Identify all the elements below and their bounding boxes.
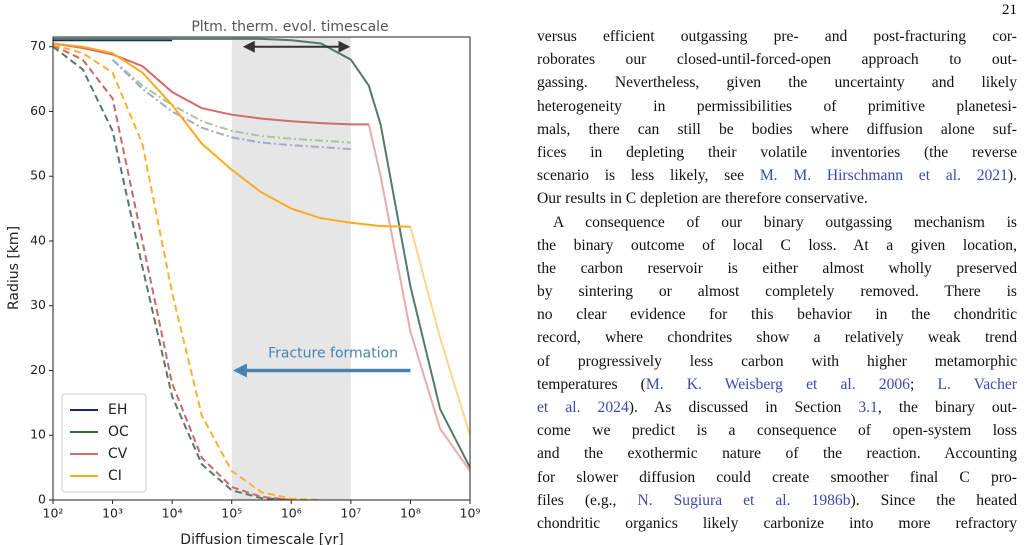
y-tick-label: 40 — [30, 232, 46, 247]
page-number: 21 — [1002, 2, 1017, 18]
y-tick-label: 20 — [30, 362, 46, 377]
text-span: heterogeneity in permissibilities of pri… — [537, 97, 1017, 115]
series-line — [53, 42, 369, 126]
text-column: versus efficient outgassing pre- and pos… — [537, 25, 1017, 535]
text-span: no clear evidence for this behavior in t… — [537, 306, 1017, 324]
text-line: roborates our closed-until-forced-open a… — [537, 48, 1017, 71]
text-line: versus efficient outgassing pre- and pos… — [537, 25, 1017, 48]
text-line: mals, there can still be bodies where di… — [537, 118, 1017, 141]
text-line: A consequence of our binary outgassing m… — [537, 211, 1017, 234]
citation-link[interactable]: M. K. Weisberg et al. 2006 — [645, 375, 910, 393]
y-tick-label: 70 — [30, 38, 46, 53]
x-tick-label: 10³ — [102, 506, 123, 521]
legend-box — [61, 393, 147, 493]
shaded-region — [231, 37, 351, 500]
legend-label: CV — [108, 446, 128, 462]
text-span: of progressively less carbon with higher… — [537, 352, 1017, 370]
text-line: temperatures (M. K. Weisberg et al. 2006… — [537, 373, 1017, 396]
text-span: chondritic organics likely carbonize int… — [537, 514, 1017, 532]
y-tick-label: 30 — [30, 297, 46, 312]
text-span: roborates our closed-until-forced-open a… — [537, 51, 1017, 69]
series-line — [111, 58, 351, 144]
text-span: , the binary out- — [877, 399, 1017, 416]
x-tick-label: 10² — [43, 506, 64, 521]
text-span: fices in depleting their volatile invent… — [537, 143, 1017, 161]
x-tick-label: 10⁴ — [162, 506, 183, 521]
series-line — [367, 124, 470, 472]
text-line: no clear evidence for this behavior in t… — [537, 303, 1017, 326]
text-span: for slower diffusion could create smooth… — [537, 468, 1017, 486]
legend-label: EH — [108, 402, 127, 418]
series-line — [53, 45, 292, 500]
text-span: ; — [909, 375, 938, 393]
text-line: and the exothermic nature of the reactio… — [537, 442, 1017, 465]
text-span: versus efficient outgassing pre- and pos… — [537, 28, 1017, 45]
text-line: files (e.g., N. Sugiura et al. 1986b). S… — [537, 489, 1017, 512]
text-span: files (e.g., — [537, 491, 638, 509]
text-line: scenario is less likely, see M. M. Hirsc… — [537, 164, 1017, 187]
x-tick-label: 10⁸ — [400, 506, 421, 521]
annotation-text: Fracture formation — [268, 345, 398, 361]
plot-area — [53, 37, 470, 500]
y-tick-label: 50 — [30, 168, 46, 183]
text-span: come we predict is a consequence of open… — [537, 422, 1017, 440]
text-line: heterogeneity in permissibilities of pri… — [537, 95, 1017, 118]
citation-link[interactable]: et al. 2024 — [537, 399, 629, 416]
text-line: record, where chondrites show a relative… — [537, 326, 1017, 349]
x-tick-label: 10⁷ — [340, 506, 361, 521]
text-line: come we predict is a consequence of open… — [537, 419, 1017, 442]
text-span: the carbon reservoir is either almost wh… — [537, 259, 1017, 277]
y-tick-label: 10 — [30, 427, 46, 442]
text-line: by sintering or almost completely remove… — [537, 280, 1017, 303]
text-span: Our results in C depletion are therefore… — [537, 190, 868, 208]
x-tick-label: 10⁶ — [281, 506, 302, 521]
text-line: of progressively less carbon with higher… — [537, 350, 1017, 373]
text-span: record, where chondrites show a relative… — [537, 329, 1017, 347]
text-span: A consequence of our binary outgassing m… — [553, 213, 1017, 231]
text-line: fices in depleting their volatile invent… — [537, 141, 1017, 164]
text-span: ). Since the heated — [850, 491, 1017, 509]
series-line — [53, 42, 411, 228]
text-line: the binary outcome of local C loss. At a… — [537, 234, 1017, 257]
y-axis-label: Radius [km] — [6, 226, 22, 310]
y-tick-label: 0 — [38, 492, 46, 507]
text-span: gassing. Nevertheless, given the uncerta… — [537, 74, 1017, 92]
axes-frame — [52, 36, 471, 501]
text-span: the binary outcome of local C loss. At a… — [537, 236, 1017, 254]
x-axis-label: Diffusion timescale [yr] — [180, 532, 343, 545]
y-tick-label: 60 — [30, 103, 46, 118]
series-line — [53, 44, 292, 500]
chart: Pltm. therm. evol. timescale Diffusion t… — [6, 19, 481, 545]
chart-title: Pltm. therm. evol. timescale — [191, 19, 388, 35]
text-span: and the exothermic nature of the reactio… — [537, 445, 1017, 463]
text-line: et al. 2024). As discussed in Section 3.… — [537, 396, 1017, 419]
x-tick-label: 10⁹ — [460, 506, 481, 521]
text-span: mals, there can still be bodies where di… — [537, 120, 1017, 138]
x-tick-label: 10⁵ — [221, 506, 242, 521]
citation-link[interactable]: M. M. Hirschmann et al. 2021 — [759, 167, 1008, 185]
series-line — [111, 58, 351, 150]
text-span: ). — [1007, 167, 1017, 185]
text-line: for slower diffusion could create smooth… — [537, 466, 1017, 489]
text-span: by sintering or almost completely remove… — [537, 283, 1017, 301]
text-line: Our results in C depletion are therefore… — [537, 187, 1017, 210]
text-span: temperatures ( — [537, 375, 646, 393]
legend-label: CI — [108, 468, 122, 484]
text-line: chondritic organics likely carbonize int… — [537, 512, 1017, 535]
series-line — [53, 43, 322, 500]
series-line — [409, 226, 470, 436]
text-line: the carbon reservoir is either almost wh… — [537, 257, 1017, 280]
citation-link[interactable]: 3.1 — [858, 399, 878, 416]
legend-label: OC — [108, 424, 129, 440]
series-line — [53, 37, 470, 469]
text-span: scenario is less likely, see — [537, 167, 760, 185]
text-span: ). As discussed in Section — [628, 399, 859, 416]
citation-link[interactable]: N. Sugiura et al. 1986b — [637, 491, 851, 509]
text-line: gassing. Nevertheless, given the uncerta… — [537, 71, 1017, 94]
citation-link[interactable]: L. Vacher — [937, 375, 1017, 393]
